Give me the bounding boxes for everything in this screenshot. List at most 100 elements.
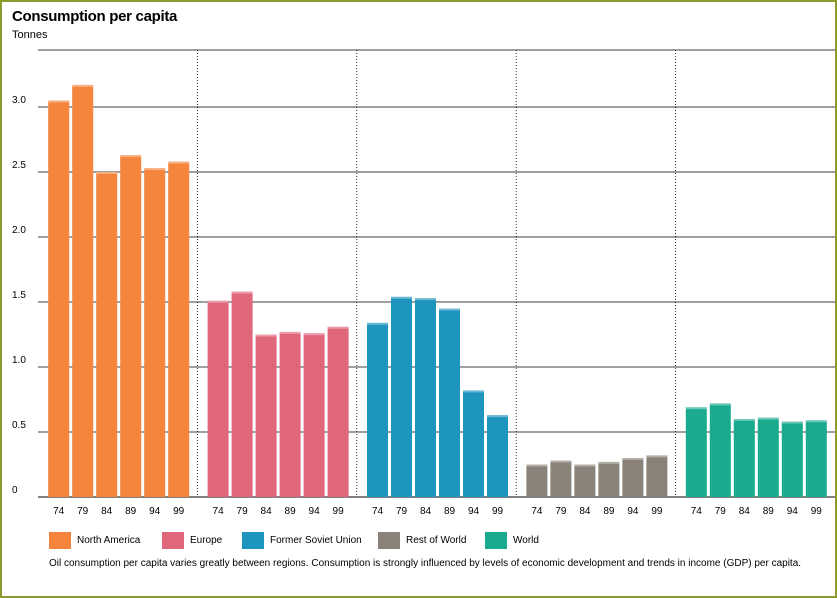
bar <box>598 461 620 497</box>
bar-top-highlight <box>168 161 190 164</box>
x-tick-label: 94 <box>309 506 321 517</box>
bar-top-highlight <box>709 403 731 406</box>
bar <box>805 420 827 497</box>
x-tick-label: 94 <box>627 506 639 517</box>
x-tick-label: 79 <box>715 506 727 517</box>
y-tick-label: 0.5 <box>12 420 26 431</box>
x-tick-label: 74 <box>213 506 225 517</box>
bar-top-highlight <box>255 334 277 337</box>
x-tick-label: 99 <box>173 506 185 517</box>
bar <box>279 331 301 497</box>
chart-caption: Oil consumption per capita varies greatl… <box>49 558 802 569</box>
bar <box>757 417 779 497</box>
x-tick-label: 89 <box>285 506 297 517</box>
bar <box>255 334 277 497</box>
x-tick-label: 79 <box>77 506 89 517</box>
bar <box>439 308 460 497</box>
bar <box>367 322 388 497</box>
bar-top-highlight <box>207 300 229 303</box>
bar-top-highlight <box>733 419 755 421</box>
bar <box>96 172 118 497</box>
x-tick-label: 84 <box>739 506 751 517</box>
bar <box>526 464 548 497</box>
legend-item: North America <box>49 530 140 550</box>
bar <box>709 403 731 497</box>
x-tick-label: 79 <box>555 506 567 517</box>
legend-swatch <box>162 531 184 549</box>
bar <box>144 168 166 497</box>
bar <box>207 300 229 497</box>
bar-top-highlight <box>367 322 388 325</box>
legend-label: North America <box>77 534 141 546</box>
x-tick-label: 74 <box>372 506 384 517</box>
legend-label: World <box>513 534 539 546</box>
y-tick-label: 0 <box>12 485 18 496</box>
bar <box>120 155 142 497</box>
bar <box>781 421 803 497</box>
bar <box>231 291 253 497</box>
y-tick-label: 2.5 <box>12 160 26 171</box>
x-tick-label: 84 <box>579 506 591 517</box>
bar-top-highlight <box>96 172 118 174</box>
bar <box>733 419 755 497</box>
bar <box>574 464 596 497</box>
bar-top-highlight <box>72 84 94 87</box>
bar-top-highlight <box>685 407 707 410</box>
x-tick-label: 99 <box>492 506 504 517</box>
legend-item: Former Soviet Union <box>242 530 362 550</box>
y-tick-label: 1.5 <box>12 290 26 301</box>
x-tick-label: 74 <box>531 506 543 517</box>
legend-item: Rest of World <box>378 530 466 550</box>
x-tick-label: 84 <box>261 506 273 517</box>
bar-top-highlight <box>574 464 596 467</box>
bar <box>72 84 94 498</box>
bar <box>303 333 325 497</box>
x-tick-label: 79 <box>237 506 249 517</box>
y-tick-label: 3.0 <box>12 95 26 106</box>
x-tick-label: 89 <box>125 506 137 517</box>
bar-top-highlight <box>598 461 620 464</box>
x-tick-label: 89 <box>444 506 456 517</box>
bar <box>168 161 190 497</box>
chart-title: Consumption per capita <box>12 8 178 25</box>
bar-top-highlight <box>391 296 412 299</box>
bar-top-highlight <box>646 455 668 458</box>
bar <box>622 458 644 497</box>
legend-label: Former Soviet Union <box>270 534 362 546</box>
bar-top-highlight <box>120 155 142 158</box>
bar-top-highlight <box>526 464 548 467</box>
bar-top-highlight <box>279 331 301 334</box>
x-tick-label: 89 <box>603 506 615 517</box>
bar-top-highlight <box>622 458 644 460</box>
bar <box>646 455 668 497</box>
legend-swatch <box>242 531 264 549</box>
bar <box>48 100 70 497</box>
bar-top-highlight <box>415 298 436 301</box>
x-tick-label: 84 <box>101 506 113 517</box>
legend-label: Europe <box>190 534 223 546</box>
y-tick-label: 2.0 <box>12 225 26 236</box>
legend-item: World <box>485 530 539 550</box>
x-tick-label: 79 <box>396 506 408 517</box>
bar <box>685 407 707 497</box>
bar-top-highlight <box>439 308 460 311</box>
bar <box>463 390 484 497</box>
y-axis-unit-label: Tonnes <box>12 29 48 41</box>
legend-item: Europe <box>162 530 222 550</box>
bar-top-highlight <box>550 460 572 463</box>
bar-top-highlight <box>805 420 827 423</box>
bar-top-highlight <box>48 100 70 103</box>
x-tick-label: 94 <box>149 506 161 517</box>
x-tick-label: 94 <box>787 506 799 517</box>
bar-top-highlight <box>327 326 349 329</box>
bar <box>391 296 412 497</box>
x-tick-label: 99 <box>333 506 345 517</box>
x-tick-label: 89 <box>763 506 775 517</box>
bar-top-highlight <box>303 333 325 336</box>
x-tick-label: 74 <box>691 506 703 517</box>
legend-swatch <box>378 531 400 549</box>
bar <box>550 460 572 497</box>
bar-top-highlight <box>144 168 166 171</box>
legend-swatch <box>49 531 71 549</box>
